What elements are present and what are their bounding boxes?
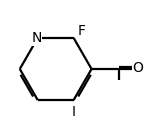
Text: N: N bbox=[31, 31, 42, 45]
Text: F: F bbox=[78, 24, 86, 38]
Text: O: O bbox=[132, 61, 143, 75]
Text: I: I bbox=[72, 105, 76, 120]
